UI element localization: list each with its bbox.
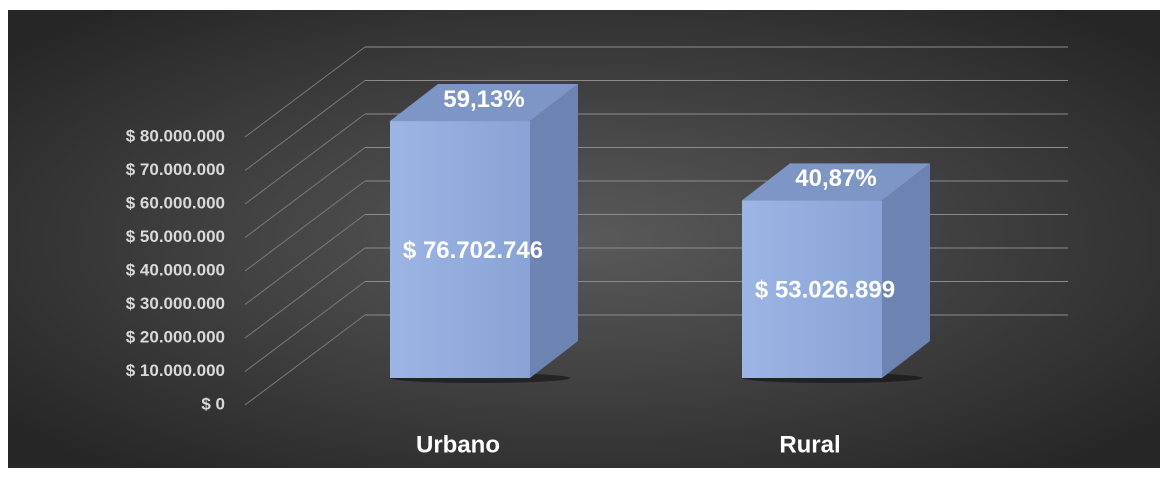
y-tick-label: $ 30.000.000: [126, 294, 225, 313]
side-grid-line: [244, 314, 366, 406]
bar-top: [742, 163, 930, 201]
side-grid-line: [244, 46, 366, 138]
y-tick-label: $ 50.000.000: [126, 227, 225, 246]
chart-background: [8, 10, 1160, 468]
side-grid-line: [244, 281, 366, 372]
percent-label: 59,13%: [443, 86, 524, 113]
side-grid-line: [244, 180, 366, 272]
side-grid-line: [244, 214, 366, 305]
y-tick-label: $ 0: [201, 394, 225, 413]
bar-front: [742, 200, 882, 378]
side-grid-line: [244, 247, 366, 339]
side-grid-line: [244, 80, 366, 171]
bar-side: [882, 163, 930, 378]
side-grid-line: [244, 113, 366, 205]
bar: [742, 163, 930, 383]
percent-label: 40,87%: [795, 165, 876, 192]
data-label: $ 53.026.899: [755, 277, 895, 304]
y-tick-label: $ 80.000.000: [126, 126, 225, 145]
bar-front: [390, 121, 530, 378]
bar-side: [530, 84, 578, 378]
bar: [390, 84, 578, 383]
y-tick-label: $ 10.000.000: [126, 361, 225, 380]
y-tick-label: $ 20.000.000: [126, 327, 225, 346]
x-tick-label: Urbano: [416, 431, 500, 458]
data-label: $ 76.702.746: [403, 237, 543, 264]
y-tick-label: $ 40.000.000: [126, 260, 225, 279]
y-tick-label: $ 60.000.000: [126, 193, 225, 212]
side-grid-line: [244, 147, 366, 238]
y-tick-label: $ 70.000.000: [126, 160, 225, 179]
bar-top: [390, 84, 578, 122]
x-tick-label: Rural: [779, 431, 840, 458]
